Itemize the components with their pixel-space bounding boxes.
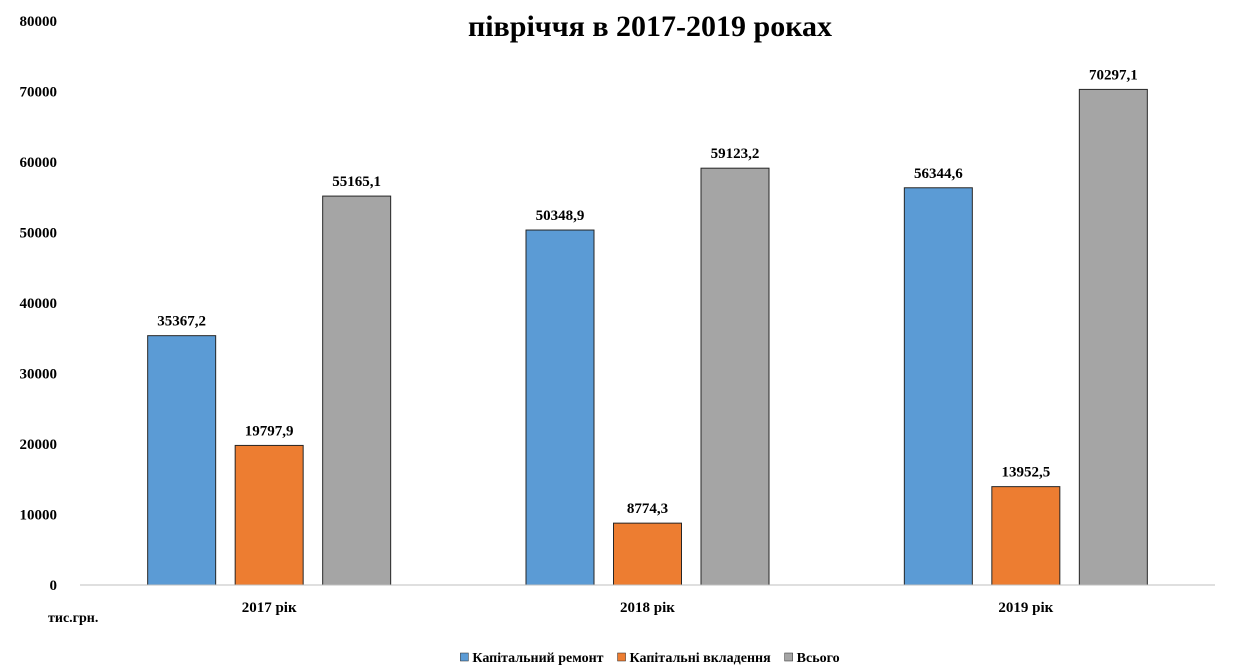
chart-title: півріччя в 2017-2019 роках: [468, 10, 832, 43]
bar: [700, 167, 770, 586]
bar: [903, 187, 973, 586]
bar: [613, 522, 682, 586]
legend-swatch: [460, 652, 469, 662]
x-axis: 2017 рік 2018 рік 2019 рік: [242, 600, 1054, 616]
y-tick-label: 40000: [20, 296, 58, 312]
legend-swatch: [784, 652, 793, 662]
y-axis: 0 10000 20000 30000 40000 50000 60000 70000 8000…: [20, 14, 58, 594]
data-label: 35367,2: [157, 314, 206, 330]
data-label: 13952,5: [1001, 465, 1050, 481]
legend-label: Капітальний ремонт: [472, 651, 603, 666]
data-label: 50348,9: [536, 208, 585, 224]
legend-swatch: [617, 652, 626, 662]
y-tick-label: 70000: [20, 85, 58, 101]
y-tick-label: 80000: [20, 14, 58, 30]
x-tick-label: 2017 рік: [242, 600, 297, 616]
bars: [147, 88, 1148, 586]
x-tick-label: 2018 рік: [620, 600, 675, 616]
x-tick-label: 2019 рік: [998, 600, 1053, 616]
bar: [991, 486, 1061, 586]
bar: [322, 195, 392, 586]
bar: [1078, 88, 1148, 586]
data-label: 59123,2: [711, 146, 760, 162]
data-labels: 35367,2 19797,9 55165,1 50348,9 8774,3 59123,…: [157, 67, 1137, 517]
data-label: 55165,1: [332, 174, 381, 190]
y-tick-label: 60000: [20, 155, 58, 171]
data-label: 8774,3: [627, 501, 668, 517]
bar: [234, 444, 304, 586]
bar: [147, 335, 217, 586]
data-label: 19797,9: [245, 423, 294, 439]
y-tick-label: 30000: [20, 367, 58, 383]
y-tick-label: 20000: [20, 437, 58, 453]
y-tick-label: 10000: [20, 508, 58, 524]
data-label: 70297,1: [1089, 67, 1138, 83]
y-tick-label: 50000: [20, 226, 58, 242]
data-label: 56344,6: [914, 166, 963, 182]
y-axis-unit: тис.грн.: [48, 611, 98, 626]
y-tick-label: 0: [50, 578, 58, 594]
legend: Капітальний ремонт Капітальні вкладення Вс…: [460, 651, 840, 666]
legend-label: Капітальні вкладення: [630, 651, 772, 666]
bar: [525, 229, 595, 586]
legend-label: Всього: [797, 651, 840, 666]
